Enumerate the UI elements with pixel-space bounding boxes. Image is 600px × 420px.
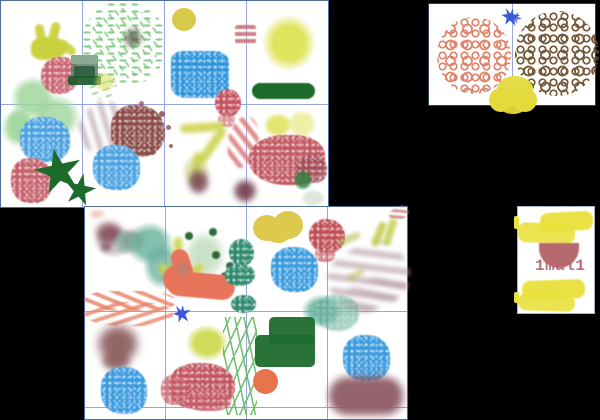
painting-canvas-top-left[interactable] <box>0 0 331 211</box>
green-paint-rect <box>68 76 101 85</box>
green-dot <box>209 228 217 236</box>
green-soft-dot <box>289 165 317 195</box>
yellow-edge-mark <box>514 216 519 229</box>
red-chalk-blob <box>249 135 325 185</box>
blue-chalk-patch <box>271 247 318 292</box>
maroon-soft-blob <box>182 163 215 201</box>
yellow-soft-blob <box>89 67 121 97</box>
blue-chalk-patch <box>20 117 70 162</box>
red-chalk-blob <box>185 391 231 411</box>
yellow-highlighter-stroke <box>517 293 576 312</box>
red-ball-paint <box>215 89 241 117</box>
blue-chalk-patch <box>101 367 147 414</box>
yellow-highlighter-stroke <box>517 222 576 244</box>
red-chalk-ball <box>315 247 335 262</box>
red-chalk-blob <box>161 375 187 405</box>
splatter-dot <box>166 125 171 130</box>
red-striped-square <box>235 25 256 44</box>
splatter-dot <box>150 149 156 155</box>
green-bar-paint <box>252 83 315 99</box>
red-chalk-blob <box>11 158 52 203</box>
splatter-dot <box>169 144 173 148</box>
gray-smudge <box>173 257 193 281</box>
blue-chalk-patch <box>343 335 390 381</box>
painting-canvas-bottom[interactable] <box>84 202 420 420</box>
green-dot <box>212 251 220 259</box>
worksheet-panel[interactable]: 1mal1 <box>514 206 595 314</box>
green-paint-rect <box>71 55 98 64</box>
orange-dot-paint <box>253 369 278 394</box>
swirl-center-smudge <box>119 23 147 53</box>
yellow-edge-mark <box>514 292 519 303</box>
green-block-paint <box>255 335 315 367</box>
teal-soft-mass <box>107 223 145 261</box>
blue-chalk-patch <box>93 145 140 190</box>
salmon-bubble-scribble <box>437 17 511 94</box>
maroon-soft-bar <box>329 377 403 415</box>
yellow-cloud-blob <box>265 223 291 243</box>
teal-chalk-ball <box>231 295 256 313</box>
yellow-heart-blob <box>499 96 527 114</box>
blue-chalk-patch <box>171 51 229 98</box>
maroon-soft-blob <box>227 173 263 209</box>
teal-chalk-ball <box>229 239 254 266</box>
painting-canvas-top-right[interactable] <box>428 3 599 114</box>
yellow-dot-paint <box>172 8 196 31</box>
splatter-dot <box>139 101 144 106</box>
teal-chalk-ball <box>315 295 359 331</box>
green-dot <box>185 232 193 240</box>
splatter-dot <box>159 111 165 117</box>
teal-chalk-ball <box>225 264 255 286</box>
yellow-soft-circle <box>251 3 327 83</box>
